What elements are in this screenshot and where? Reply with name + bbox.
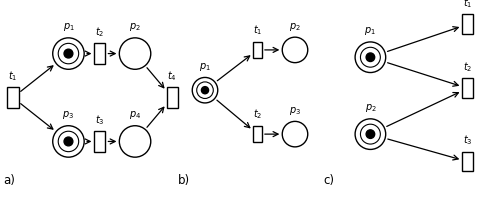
Ellipse shape	[366, 130, 374, 139]
Ellipse shape	[64, 49, 73, 58]
Text: $t_{2}$: $t_{2}$	[95, 25, 104, 39]
Ellipse shape	[355, 119, 386, 149]
Text: $t_{2}$: $t_{2}$	[463, 60, 472, 74]
Ellipse shape	[52, 126, 84, 157]
Text: $p_{3}$: $p_{3}$	[62, 109, 74, 121]
Ellipse shape	[366, 53, 374, 61]
Ellipse shape	[192, 77, 218, 103]
Text: c): c)	[324, 174, 334, 187]
Bar	[94, 131, 106, 152]
Text: $t_{1}$: $t_{1}$	[8, 69, 18, 83]
Bar	[253, 126, 262, 142]
Ellipse shape	[52, 38, 84, 69]
Bar	[462, 14, 473, 34]
Text: b): b)	[178, 174, 190, 187]
Text: $p_{1}$: $p_{1}$	[364, 25, 376, 37]
Text: $p_{2}$: $p_{2}$	[289, 20, 301, 33]
Text: a): a)	[4, 174, 16, 187]
Ellipse shape	[355, 42, 386, 72]
Text: $t_{3}$: $t_{3}$	[95, 113, 104, 127]
Ellipse shape	[202, 87, 208, 94]
Text: $t_{4}$: $t_{4}$	[167, 69, 177, 83]
Ellipse shape	[282, 121, 308, 147]
Ellipse shape	[120, 38, 151, 69]
Text: $p_{4}$: $p_{4}$	[129, 109, 141, 121]
Text: $p_{3}$: $p_{3}$	[289, 105, 301, 117]
Text: $p_{1}$: $p_{1}$	[199, 61, 211, 73]
Text: $t_{1}$: $t_{1}$	[253, 23, 262, 37]
Bar	[8, 87, 18, 108]
Bar	[166, 87, 177, 108]
Text: $t_{3}$: $t_{3}$	[463, 133, 472, 147]
Ellipse shape	[120, 126, 151, 157]
Text: $t_{1}$: $t_{1}$	[463, 0, 472, 10]
Text: $p_{2}$: $p_{2}$	[129, 21, 141, 33]
Bar	[94, 43, 106, 64]
Text: $t_{2}$: $t_{2}$	[253, 107, 262, 121]
Ellipse shape	[282, 37, 308, 63]
Text: $p_{1}$: $p_{1}$	[62, 21, 74, 33]
Bar	[462, 78, 473, 98]
Bar	[253, 42, 262, 58]
Ellipse shape	[64, 137, 73, 146]
Bar	[462, 152, 473, 172]
Text: $p_{2}$: $p_{2}$	[364, 102, 376, 114]
